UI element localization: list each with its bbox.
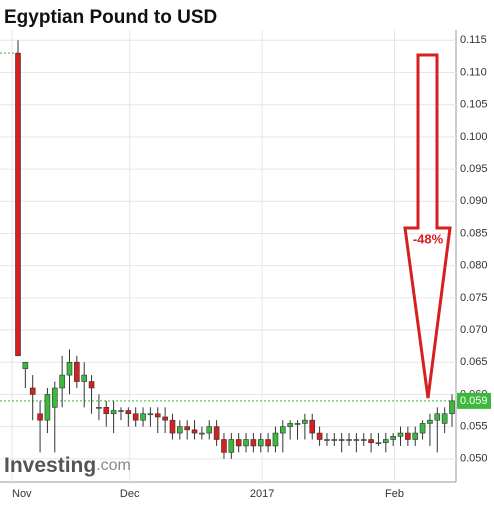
candle-body (118, 410, 124, 412)
y-tick-label: 0.050 (460, 453, 488, 465)
candle-body (66, 361, 73, 376)
candle-body (338, 439, 345, 441)
candle-body (449, 400, 455, 415)
y-tick-label: 0.075 (460, 292, 488, 304)
candle-body (294, 423, 301, 425)
candle-body (250, 439, 257, 447)
candle-body (272, 432, 279, 447)
candle-body (434, 413, 441, 421)
y-tick-label: 0.100 (460, 131, 488, 143)
candle-body (228, 439, 235, 453)
candle-body (213, 426, 220, 440)
candle-body (184, 426, 190, 431)
candle-body (316, 432, 323, 440)
candle-body (346, 439, 352, 441)
candle-body (287, 423, 293, 427)
candle-body (405, 432, 411, 440)
candle-body (397, 432, 404, 437)
candle-body (177, 426, 183, 434)
last-value-label: 0.059 (460, 395, 488, 407)
candle-body (74, 361, 80, 382)
candle-body (199, 432, 205, 435)
candle-body (441, 413, 448, 424)
logo-suffix: .com (96, 457, 131, 474)
logo: Investing.com (4, 454, 131, 477)
candle-body (37, 413, 43, 421)
x-tick-label: 2017 (250, 488, 274, 500)
candle-body (368, 439, 374, 444)
x-tick-label: Dec (120, 488, 140, 500)
y-tick-label: 0.080 (460, 260, 488, 272)
candle-body (125, 410, 132, 415)
x-tick-label: Feb (385, 488, 404, 500)
y-tick-label: 0.085 (460, 227, 488, 239)
candle-body (257, 439, 264, 447)
y-tick-label: 0.065 (460, 356, 488, 368)
candle-body (302, 419, 308, 424)
candle-body (154, 413, 161, 418)
y-tick-label: 0.055 (460, 421, 488, 433)
candle-body (265, 439, 271, 447)
candle-body (243, 439, 249, 447)
y-tick-label: 0.095 (460, 163, 488, 175)
y-tick-label: 0.090 (460, 195, 488, 207)
candle-body (353, 439, 360, 441)
candle-body (206, 426, 213, 434)
annotation-arrow (403, 53, 452, 399)
y-tick-label: 0.110 (460, 66, 487, 78)
candle-body (324, 439, 330, 441)
candle-body (390, 435, 396, 440)
candle-body (22, 361, 29, 369)
candle-body (191, 429, 198, 434)
candle-body (331, 439, 338, 441)
candle-body (147, 413, 154, 416)
candle-body (360, 439, 367, 441)
candle-body (15, 52, 21, 357)
candle-body (88, 381, 95, 389)
candle-body (162, 416, 168, 421)
candle-body (44, 394, 51, 421)
candle-body (221, 439, 227, 453)
candle-body (59, 374, 65, 389)
logo-text: Investing (4, 454, 96, 477)
candle-body (375, 442, 382, 445)
candle-body (412, 432, 419, 440)
candle-body (132, 413, 139, 421)
candle-body (280, 426, 286, 434)
candle-body (103, 407, 110, 415)
candle-body (110, 410, 117, 415)
candle-body (427, 419, 433, 424)
candle-body (309, 419, 316, 434)
chart-title: Egyptian Pound to USD (4, 7, 217, 28)
last-value-badge (457, 392, 491, 409)
y-tick-label: 0.105 (460, 99, 488, 111)
candle-body (382, 439, 389, 444)
candle-body (419, 423, 426, 434)
candle-body (81, 374, 88, 382)
candle-body (96, 407, 102, 409)
y-tick-label: 0.070 (460, 324, 488, 336)
candle-body (140, 413, 146, 421)
x-tick-label: Nov (12, 488, 32, 500)
candle-body (51, 387, 58, 408)
candle-body (235, 439, 242, 447)
candle-body (169, 419, 176, 434)
y-tick-label: 0.115 (460, 34, 487, 46)
annotation-label: -48% (413, 231, 444, 246)
candle-body (29, 387, 36, 395)
